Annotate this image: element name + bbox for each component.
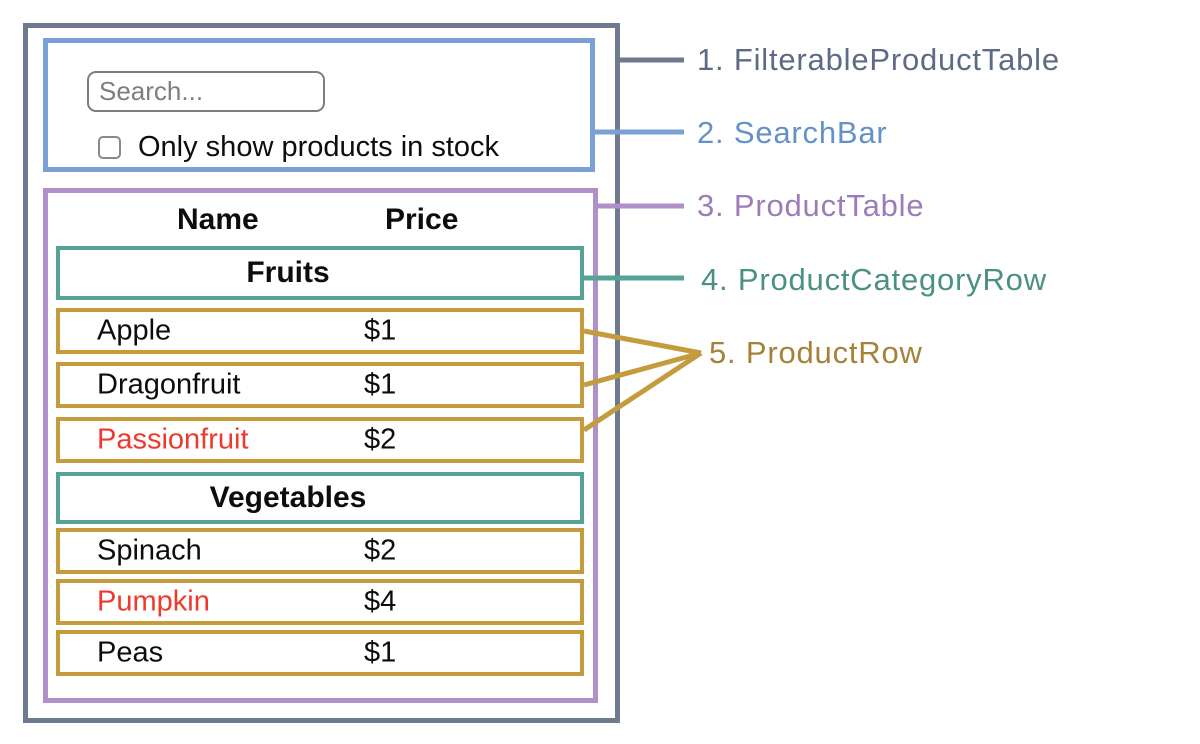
- legend-filterable-product-table: 1. FilterableProductTable: [697, 42, 1060, 77]
- in-stock-checkbox-label: Only show products in stock: [138, 131, 500, 163]
- legend-product-table: 3. ProductTable: [697, 188, 925, 223]
- product-row: Pumpkin $4: [56, 579, 584, 625]
- category-label: Fruits: [246, 256, 330, 289]
- product-name: Passionfruit: [97, 423, 249, 456]
- product-row: Peas $1: [56, 630, 584, 676]
- product-price: $2: [364, 423, 397, 456]
- product-price: $2: [364, 534, 397, 567]
- product-table-box: Name Price Fruits Apple $1 Dragonfruit $…: [43, 188, 598, 703]
- product-name: Apple: [97, 314, 172, 347]
- product-name: Spinach: [97, 534, 202, 567]
- product-row: Passionfruit $2: [56, 417, 584, 463]
- product-price: $1: [364, 368, 397, 401]
- legend-product-row: 5. ProductRow: [709, 335, 923, 370]
- product-price: $1: [364, 314, 397, 347]
- legend-search-bar: 2. SearchBar: [697, 115, 888, 150]
- product-name: Dragonfruit: [97, 368, 241, 401]
- product-price: $1: [364, 636, 397, 669]
- product-price: $4: [364, 585, 397, 618]
- category-label: Vegetables: [209, 481, 367, 514]
- search-bar-box: Only show products in stock: [43, 38, 595, 172]
- product-row: Dragonfruit $1: [56, 362, 584, 408]
- legend-product-category-row: 4. ProductCategoryRow: [701, 262, 1047, 297]
- in-stock-checkbox[interactable]: [98, 136, 121, 159]
- search-input[interactable]: [87, 71, 325, 112]
- product-name: Peas: [97, 636, 164, 669]
- column-header-price: Price: [385, 203, 459, 236]
- product-category-row: Fruits: [56, 246, 584, 300]
- product-category-row: Vegetables: [56, 472, 584, 524]
- column-header-name: Name: [177, 203, 259, 236]
- product-name: Pumpkin: [97, 585, 210, 618]
- product-row: Spinach $2: [56, 528, 584, 574]
- product-row: Apple $1: [56, 308, 584, 354]
- in-stock-filter: Only show products in stock: [98, 131, 499, 164]
- filterable-product-table-box: Only show products in stock Name Price F…: [23, 23, 620, 723]
